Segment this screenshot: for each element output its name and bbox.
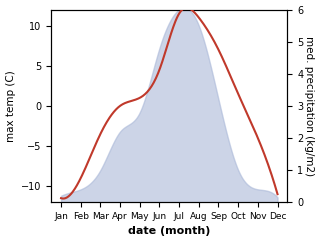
X-axis label: date (month): date (month) (128, 227, 211, 236)
Y-axis label: max temp (C): max temp (C) (5, 70, 16, 142)
Y-axis label: med. precipitation (kg/m2): med. precipitation (kg/m2) (304, 36, 315, 176)
